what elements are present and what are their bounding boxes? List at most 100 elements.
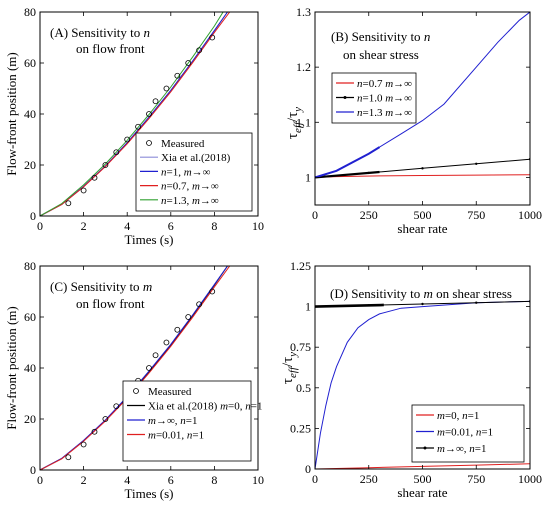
measured-point: [152, 352, 159, 359]
x-axis-label: shear rate: [397, 485, 447, 500]
legend-label: n=1.3, m→∞: [161, 195, 219, 207]
legend-label: Measured: [148, 386, 192, 398]
x-tick-label: 10: [252, 219, 264, 233]
x-tick-label: 750: [467, 472, 485, 486]
x-tick-label: 250: [360, 472, 378, 486]
panel-b: 0 250 500 750 1000 1 1.1 1.2 1.3 shear rate τeff/τ…: [285, 5, 542, 236]
y-tick-label: 40: [24, 361, 36, 375]
measured-point: [65, 454, 72, 461]
panel-annotation: (A) Sensitivity to n: [50, 25, 150, 40]
series-marker: [475, 301, 478, 304]
legend-label: n=1.0 m→∞: [357, 93, 412, 105]
measured-point: [196, 301, 203, 308]
measured-point: [209, 288, 216, 295]
y-tick-label: 1: [305, 300, 311, 314]
legend-marker: [146, 140, 152, 146]
legend-label: Measured: [161, 138, 205, 150]
y-axis-label: τeff/τy: [285, 107, 304, 139]
x-tick-label: 6: [168, 219, 174, 233]
legend-box: [135, 132, 253, 212]
y-tick-label: 1.25: [290, 259, 311, 273]
panel-annotation: on flow front: [76, 296, 145, 311]
legend-marker: [423, 446, 427, 450]
x-tick-label: 0: [312, 208, 318, 222]
legend: n=0.7 m→∞ n=1.0 m→∞ n=1.3 m→∞: [331, 72, 417, 124]
x-tick-label: 1000: [518, 472, 542, 486]
legend-label: m→∞, n=1: [148, 415, 198, 427]
y-tick-label: 0: [305, 462, 311, 476]
legend-label: m=0.01, n=1: [148, 430, 204, 442]
y-tick-label: 0: [30, 209, 36, 223]
y-axis-label: Flow-front position (m): [4, 306, 19, 430]
y-tick-label: 1.1: [296, 115, 311, 129]
measured-point: [91, 174, 98, 181]
legend: Measured Xia et al.(2018) n=1, m→∞ n=0.7, m…: [135, 132, 253, 212]
x-tick-label: 500: [414, 208, 432, 222]
measured-point: [124, 136, 131, 143]
plot-area: [40, 12, 231, 216]
x-tick-label: 0: [37, 473, 43, 487]
measured-point: [146, 365, 152, 371]
x-tick-label: 0: [312, 472, 318, 486]
measured-point: [102, 162, 109, 168]
y-axis-label: Flow-front position (m): [4, 52, 19, 176]
x-tick-label: 8: [211, 219, 217, 233]
panel-d: 0 250 500 750 1000 0 0.25 0.5 0.75 1 1.25 shear rat…: [280, 259, 542, 500]
series-line-emphasis: [315, 146, 381, 179]
x-tick-label: 10: [252, 473, 264, 487]
legend-label: m→∞, n=1: [437, 443, 487, 455]
legend-label: m=0, n=1: [437, 410, 479, 422]
y-tick-label: 60: [24, 310, 36, 324]
x-tick-label: 1000: [518, 208, 542, 222]
panel-annotation: (C) Sensitivity to m: [50, 279, 152, 294]
legend-box: [122, 380, 252, 462]
measured-point: [80, 187, 87, 194]
legend-marker: [133, 388, 139, 394]
y-tick-label: 20: [24, 158, 36, 172]
legend: Measured Xia et al.(2018) m=0, n=1 m→∞, n=…: [122, 380, 262, 462]
plot-area: [315, 300, 530, 469]
y-tick-label: 0.75: [290, 340, 311, 354]
series-marker: [475, 162, 478, 166]
y-tick-label: 60: [24, 56, 36, 70]
y-tick-label: 80: [24, 259, 36, 273]
x-tick-label: 2: [81, 219, 87, 233]
series-marker: [421, 167, 424, 170]
series-line-3: [40, 12, 231, 216]
legend-label: Xia et al.(2018) m=0, n=1: [148, 401, 262, 413]
measured-point: [113, 403, 120, 410]
y-tick-label: 0.25: [290, 421, 311, 435]
x-tick-label: 750: [467, 208, 485, 222]
series-marker: [421, 302, 424, 306]
y-tick-label: 0: [30, 463, 36, 477]
series-line-emphasis: [315, 303, 384, 308]
legend: m=0, n=1 m=0.01, n=1 m→∞, n=1: [411, 404, 525, 463]
measured-point: [174, 326, 181, 333]
series-line-4: [40, 12, 224, 216]
x-axis-label: Times (s): [124, 232, 173, 247]
x-tick-label: 8: [211, 473, 217, 487]
measured-point: [185, 314, 192, 320]
legend-label: n=0.7 m→∞: [357, 78, 412, 90]
x-tick-label: 250: [360, 208, 378, 222]
x-tick-label: 0: [37, 219, 43, 233]
measured-point: [163, 339, 170, 346]
panel-annotation: (B) Sensitivity to n: [331, 29, 430, 44]
y-tick-label: 1: [305, 170, 311, 184]
legend-marker: [343, 96, 347, 99]
panel-a: 0 2 4 6 8 10 0 20 40 60 80 Times (s) Flow-front posi…: [4, 5, 264, 247]
measured-point: [196, 47, 203, 54]
panel-annotation: (D) Sensitivity to m on shear stress: [330, 286, 512, 301]
legend-label: m=0.01, n=1: [437, 427, 493, 439]
x-tick-label: 500: [414, 472, 432, 486]
y-tick-label: 1.2: [296, 60, 311, 74]
y-tick-label: 20: [24, 412, 36, 426]
legend-label: n=1, m→∞: [161, 166, 211, 178]
measured-point: [113, 149, 120, 156]
x-axis-label: Times (s): [124, 486, 173, 501]
y-tick-label: 0.5: [296, 381, 311, 395]
series-line-emphasis: [315, 170, 380, 179]
measured-point: [163, 85, 170, 92]
panel-annotation: on shear stress: [343, 47, 419, 62]
x-axis-label: shear rate: [397, 221, 447, 236]
